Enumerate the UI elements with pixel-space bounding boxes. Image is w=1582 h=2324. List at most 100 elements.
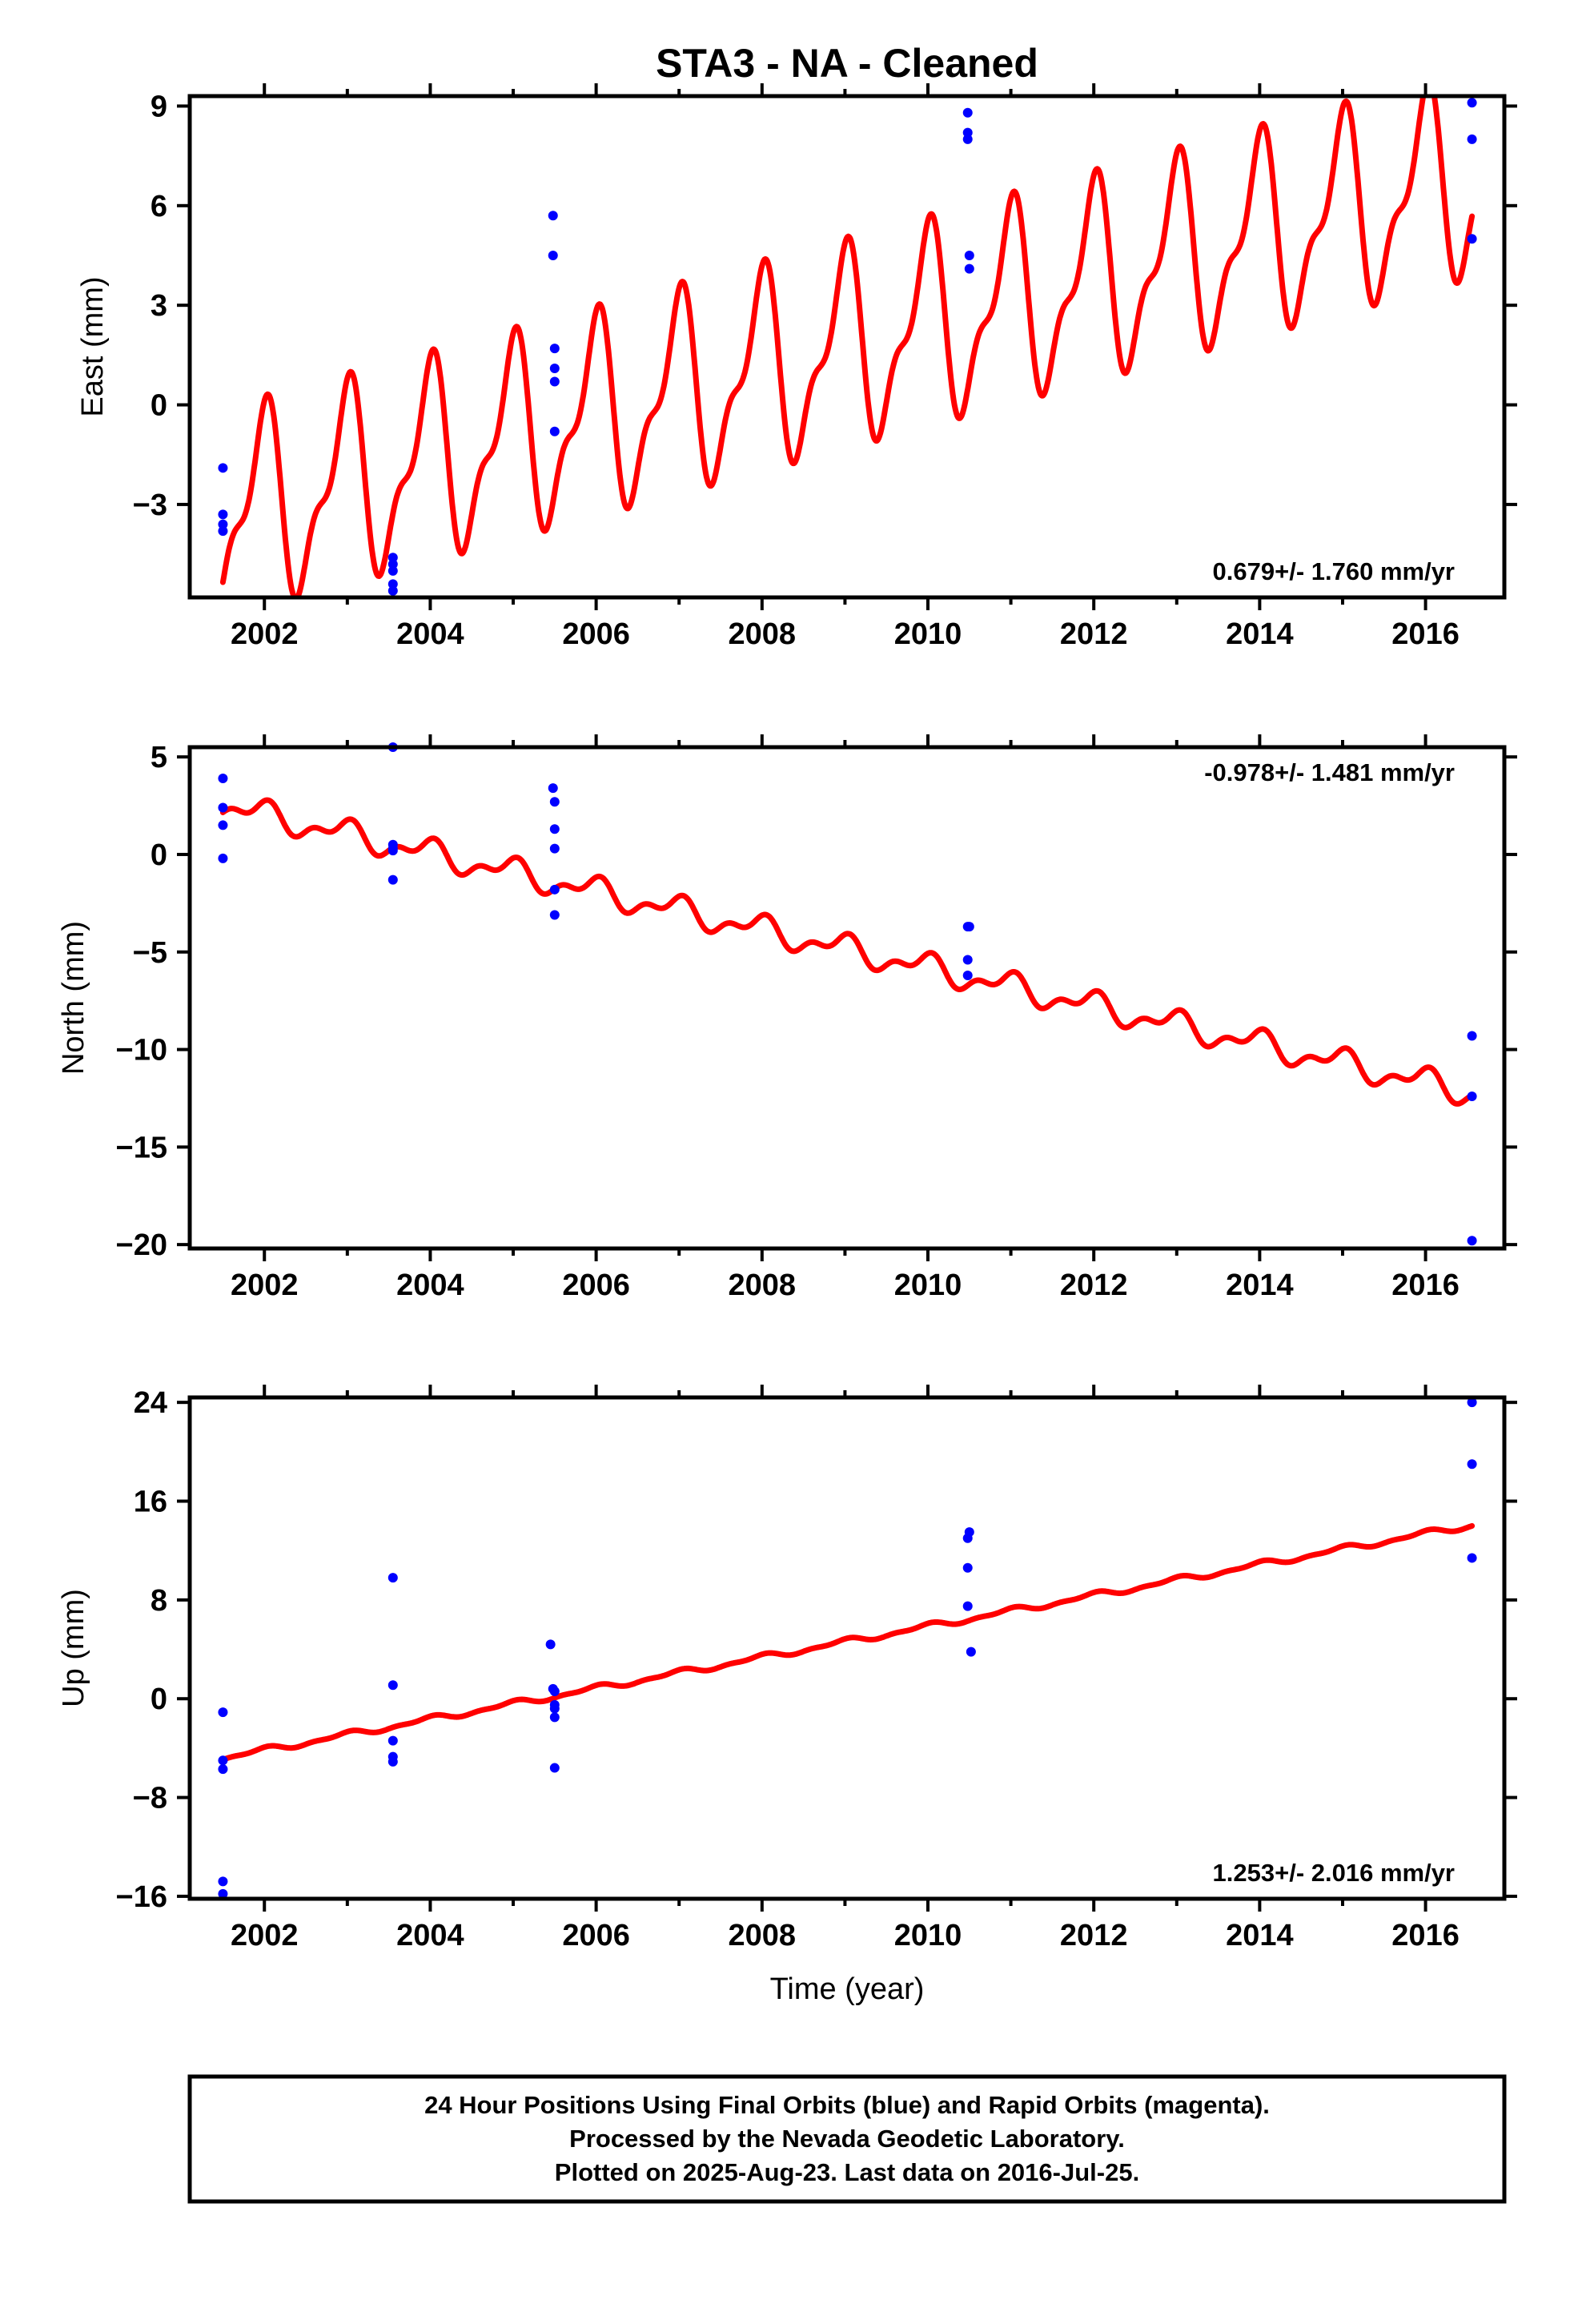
up-data-point xyxy=(387,1573,398,1583)
up-data-point xyxy=(387,1735,398,1746)
up-panel: 2002 2004 2006 2008 2010 2012 2014 2016 −16 −8 0 8 1… xyxy=(57,1385,1517,1952)
footer-box: 24 Hour Positions Using Final Orbits (bl… xyxy=(187,2074,1507,2204)
east-data-point xyxy=(1467,98,1477,108)
east-data-point xyxy=(387,579,398,589)
up-plot-frame xyxy=(187,1395,1507,1901)
east-data-point xyxy=(549,344,560,354)
x-tick-label: 2006 xyxy=(562,1269,630,1302)
y-tick-label: 16 xyxy=(134,1486,167,1519)
y-tick-label: 3 xyxy=(151,289,167,323)
east-data-point xyxy=(549,363,560,373)
east-data-point xyxy=(962,127,973,138)
north-data-point xyxy=(549,884,560,895)
north-data-point xyxy=(549,910,560,920)
east-data-point xyxy=(218,509,228,520)
north-y-axis-label: North (mm) xyxy=(57,921,90,1075)
up-data-point xyxy=(387,1680,398,1691)
footer-line-1: 24 Hour Positions Using Final Orbits (bl… xyxy=(424,2091,1270,2119)
north-data-point xyxy=(218,773,228,783)
x-tick-label: 2006 xyxy=(562,1919,630,1952)
y-tick-label: 5 xyxy=(151,741,167,774)
north-data-point xyxy=(549,824,560,834)
north-data-point xyxy=(549,843,560,854)
x-tick-label: 2010 xyxy=(894,1919,962,1952)
x-tick-label: 2008 xyxy=(729,1269,797,1302)
north-data-point xyxy=(1467,1092,1477,1102)
panels: 2002 2004 2006 2008 2010 2012 2014 2016 −3 0 3 6 9 Ea… xyxy=(57,83,1517,1952)
up-rate-label: 1.253+/- 2.016 mm/yr xyxy=(1213,1859,1455,1887)
north-data-point xyxy=(1467,1031,1477,1041)
east-data-point xyxy=(548,211,558,221)
north-data-point xyxy=(962,955,973,965)
up-fit-line xyxy=(219,1522,1476,1763)
footer-line-3: Plotted on 2025-Aug-23. Last data on 201… xyxy=(555,2158,1139,2186)
up-data-point xyxy=(962,1601,973,1611)
up-data-point xyxy=(218,1876,228,1887)
east-data-point xyxy=(387,553,398,563)
north-fit-line xyxy=(219,797,1476,1107)
up-data-point xyxy=(545,1639,556,1650)
y-tick-label: 0 xyxy=(151,389,167,423)
north-data-point xyxy=(962,970,973,980)
north-data-point xyxy=(218,820,228,830)
east-data-point xyxy=(218,463,228,473)
x-tick-label: 2012 xyxy=(1060,617,1128,651)
x-tick-label: 2014 xyxy=(1226,1919,1294,1952)
x-tick-label: 2002 xyxy=(231,1269,299,1302)
north-rate-label: -0.978+/- 1.481 mm/yr xyxy=(1204,758,1455,786)
east-data-point xyxy=(549,426,560,436)
x-tick-label: 2012 xyxy=(1060,1919,1128,1952)
x-tick-label: 2014 xyxy=(1226,617,1294,651)
y-tick-label: −16 xyxy=(116,1880,167,1914)
north-plot-frame xyxy=(187,745,1507,1251)
x-tick-label: 2008 xyxy=(729,617,797,651)
x-tick-label: 2014 xyxy=(1226,1269,1294,1302)
x-tick-label: 2002 xyxy=(231,1919,299,1952)
x-tick-label: 2004 xyxy=(396,617,464,651)
y-tick-label: 0 xyxy=(151,838,167,872)
east-data-point xyxy=(218,526,228,537)
east-data-point xyxy=(387,585,398,596)
up-data-point xyxy=(1467,1459,1477,1470)
north-panel: 2002 2004 2006 2008 2010 2012 2014 2016 −20 −15 −1… xyxy=(57,734,1517,1302)
up-data-point xyxy=(1467,1397,1477,1408)
east-fit-line xyxy=(219,96,1476,597)
x-axis-label: Time (year) xyxy=(770,1972,925,2006)
y-tick-label: 8 xyxy=(151,1584,167,1618)
x-tick-label: 2008 xyxy=(729,1919,797,1952)
up-data-point xyxy=(218,1764,228,1775)
up-data-point xyxy=(218,1755,228,1766)
up-data-point xyxy=(964,1527,974,1538)
up-data-point xyxy=(387,1756,398,1767)
y-tick-label: −20 xyxy=(116,1228,167,1262)
east-rate-label: 0.679+/- 1.760 mm/yr xyxy=(1213,557,1455,585)
east-y-axis-label: East (mm) xyxy=(76,276,110,416)
up-y-axis-label: Up (mm) xyxy=(57,1589,90,1707)
north-data-point xyxy=(218,802,228,813)
y-tick-label: 0 xyxy=(151,1683,167,1716)
north-data-point xyxy=(548,783,558,794)
y-tick-label: 6 xyxy=(151,190,167,223)
x-tick-label: 2006 xyxy=(562,617,630,651)
north-data-point xyxy=(218,853,228,863)
x-tick-label: 2016 xyxy=(1391,1269,1460,1302)
x-tick-label: 2016 xyxy=(1391,617,1460,651)
x-tick-label: 2002 xyxy=(231,617,299,651)
east-data-point xyxy=(1467,234,1477,244)
up-data-point xyxy=(549,1763,560,1773)
up-data-point xyxy=(549,1703,560,1714)
y-tick-label: −3 xyxy=(133,489,167,522)
north-data-point xyxy=(387,846,398,856)
x-tick-label: 2004 xyxy=(396,1269,464,1302)
x-tick-label: 2016 xyxy=(1391,1919,1460,1952)
north-data-point xyxy=(964,922,974,932)
footer-frame xyxy=(187,2074,1507,2204)
chart-title: STA3 - NA - Cleaned xyxy=(656,41,1038,86)
up-data-point xyxy=(1467,1553,1477,1563)
north-data-point xyxy=(387,875,398,885)
north-data-point xyxy=(549,797,560,807)
y-tick-label: 24 xyxy=(134,1386,167,1420)
east-data-point xyxy=(962,107,973,118)
up-data-point xyxy=(962,1562,973,1573)
up-data-point xyxy=(966,1647,976,1657)
